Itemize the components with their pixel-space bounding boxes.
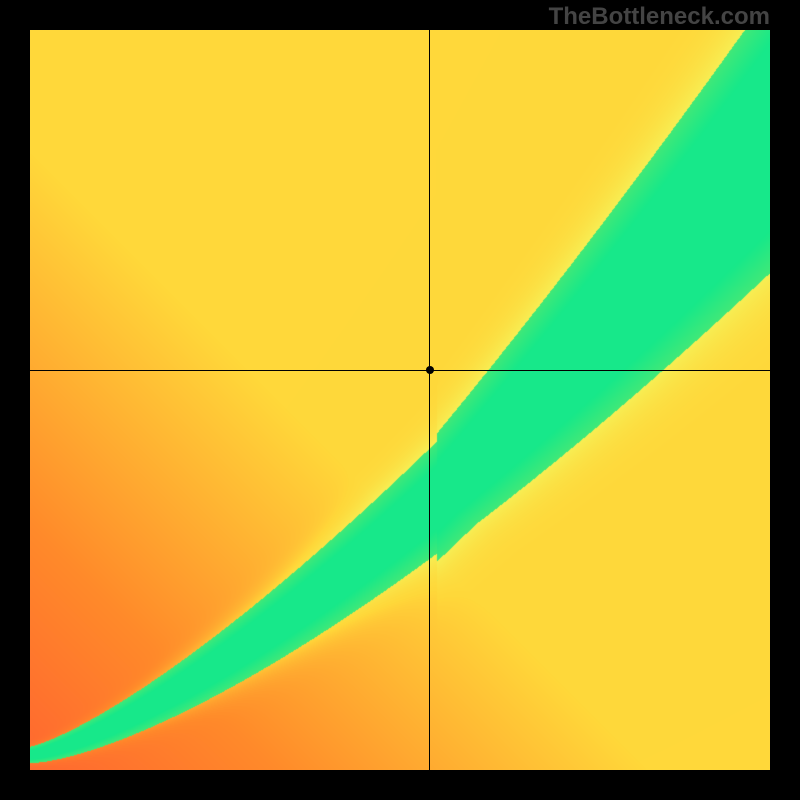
bottleneck-heatmap <box>30 30 770 770</box>
watermark-text: TheBottleneck.com <box>549 3 770 31</box>
crosshair-vertical <box>429 30 430 770</box>
crosshair-marker <box>426 366 434 374</box>
crosshair-horizontal <box>30 370 770 371</box>
